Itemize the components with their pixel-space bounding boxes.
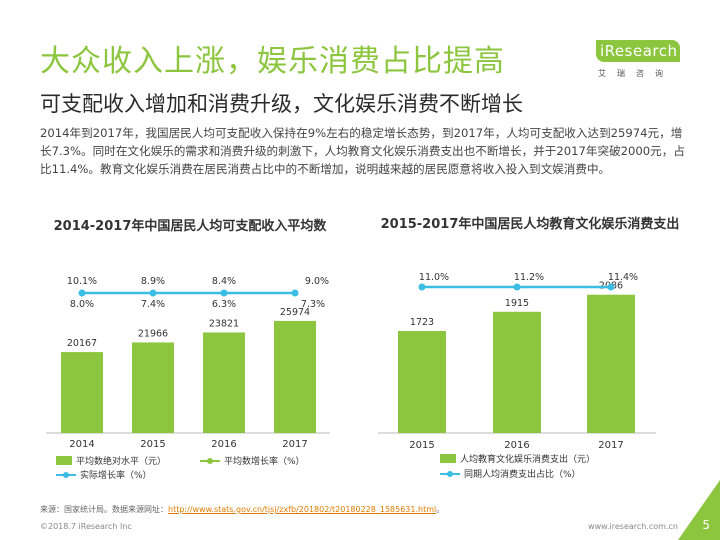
website: www.iresearch.com.cn xyxy=(588,522,678,531)
source-suffix: 。 xyxy=(436,505,445,514)
chart1-real-label: 6.3% xyxy=(212,299,236,310)
chart2-share-point xyxy=(418,283,426,291)
chart1-bar-label: 23821 xyxy=(209,318,239,329)
chart2-x-tick: 2016 xyxy=(504,440,529,451)
chart2-x-tick: 2017 xyxy=(598,440,623,451)
chart1-bar xyxy=(132,342,174,433)
chart1-bar xyxy=(203,332,245,433)
chart2-share-point xyxy=(607,283,615,291)
chart1-real-label: 7.4% xyxy=(141,299,165,310)
chart2-bar xyxy=(398,331,446,433)
chart2-x-tick: 2015 xyxy=(409,440,434,451)
chart1-x-tick: 2017 xyxy=(282,439,307,450)
chart1-legend-nominal-label: 平均数增长率（%） xyxy=(224,455,305,467)
source-prefix: 来源：国家统计局。数据来源网址： xyxy=(40,505,168,514)
page-subtitle: 可支配收入增加和消费升级，文化娱乐消费不断增长 xyxy=(40,92,523,116)
chart1-legend-nominal-dot xyxy=(207,458,213,464)
chart1-x-tick: 2016 xyxy=(211,439,236,450)
page-corner xyxy=(678,480,720,540)
chart1-rate-point xyxy=(220,289,228,297)
chart1-legend-real-label: 实际增长率（%） xyxy=(80,469,152,481)
chart2-bar-label: 1723 xyxy=(410,317,434,328)
chart1-bar-label: 25974 xyxy=(280,307,310,318)
chart1-legend-bar-label: 平均数绝对水平（元） xyxy=(76,455,166,467)
chart2-share-label: 11.4% xyxy=(608,272,638,283)
chart1-nominal-label: 8.4% xyxy=(212,276,236,287)
chart1-rate-point xyxy=(78,289,86,297)
chart1-real-label: 8.0% xyxy=(70,299,94,310)
chart2-legend-share-dot xyxy=(447,471,453,477)
chart1-x-tick: 2015 xyxy=(140,439,165,450)
chart1-real-label: 7.3% xyxy=(301,299,325,310)
source-link[interactable]: http://www.stats.gov.cn/tjsj/zxfb/201802… xyxy=(168,505,437,514)
page-number: 5 xyxy=(702,518,710,532)
chart1-bar-label: 20167 xyxy=(67,338,97,349)
intro-paragraph: 2014年到2017年，我国居民人均可支配收入保持在9%左右的稳定增长态势，到2… xyxy=(40,126,685,176)
chart1-rate-point xyxy=(149,289,157,297)
chart2-bar xyxy=(587,294,635,433)
chart2-title: 2015-2017年中国居民人均教育文化娱乐消费支出 xyxy=(380,217,680,232)
chart2-legend-bar-label: 人均教育文化娱乐消费支出（元） xyxy=(460,453,595,465)
logo-cn-text: 艾瑞咨询 xyxy=(598,69,674,78)
chart1-nominal-label: 10.1% xyxy=(67,276,97,287)
chart1-bar-label: 21966 xyxy=(138,328,168,339)
chart1-rate-point xyxy=(291,289,299,297)
chart1-bar xyxy=(274,320,316,433)
chart1-legend-real-dot xyxy=(63,472,69,478)
logo-brand: iResearch xyxy=(596,40,680,62)
copyright: ©2018.7 iResearch Inc xyxy=(40,522,132,531)
chart2-legend-bar-swatch xyxy=(440,454,456,463)
iresearch-logo: iResearch 艾瑞咨询 xyxy=(596,38,682,84)
chart2-bar-label: 1915 xyxy=(505,298,529,309)
source-note: 来源：国家统计局。数据来源网址：http://www.stats.gov.cn/… xyxy=(40,504,444,515)
page-title: 大众收入上涨，娱乐消费占比提高 xyxy=(40,44,505,79)
chart1-x-tick: 2014 xyxy=(69,439,94,450)
chart2-share-point xyxy=(513,283,521,291)
chart1-legend-bar-swatch xyxy=(56,456,72,465)
chart2-legend-share-label: 同期人均消费支出占比（%） xyxy=(464,468,581,480)
chart1-nominal-label: 8.9% xyxy=(141,276,165,287)
chart1-nominal-label: 9.0% xyxy=(305,276,329,287)
chart2-share-label: 11.0% xyxy=(419,272,449,283)
chart1-title: 2014-2017年中国居民人均可支配收入平均数 xyxy=(53,219,327,234)
chart2-share-label: 11.2% xyxy=(514,272,544,283)
chart2-bar xyxy=(493,311,541,433)
chart1-bar xyxy=(61,352,103,433)
